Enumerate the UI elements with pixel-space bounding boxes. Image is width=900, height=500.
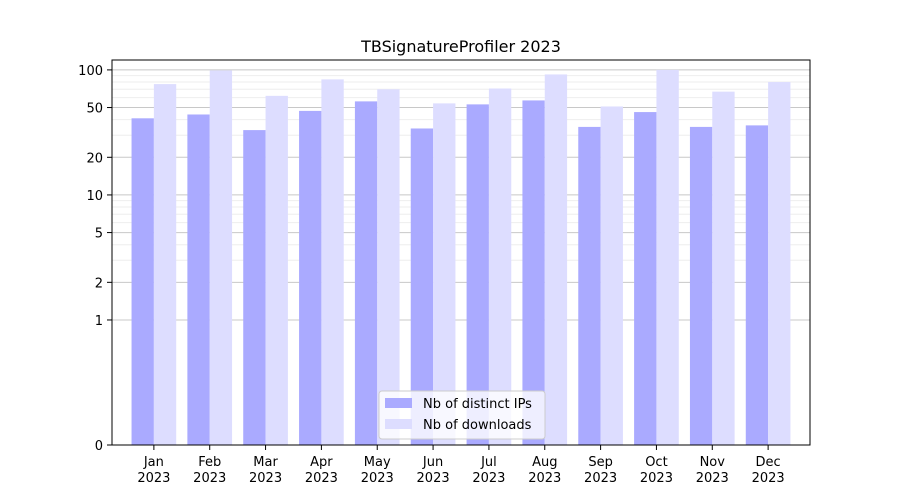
legend-label: Nb of downloads [423, 418, 532, 433]
x-tick-label-year: 2023 [472, 471, 505, 486]
x-tick-label-month: Aug [532, 455, 557, 470]
bar-downloads [433, 103, 456, 446]
bar-distinct-ips [689, 126, 713, 446]
y-tick-label: 2 [95, 276, 103, 291]
bar-downloads [377, 89, 400, 445]
x-tick-label-year: 2023 [640, 471, 673, 486]
axis-layer: Jan2023Feb2023Mar2023Apr2023May2023Jun20… [78, 59, 811, 486]
y-tick-label: 20 [86, 151, 103, 166]
legend-label: Nb of distinct IPs [423, 397, 532, 412]
y-tick-label: 5 [95, 227, 103, 242]
bar-downloads [712, 91, 735, 445]
bar-distinct-ips [578, 126, 601, 446]
x-tick-label-month: May [364, 455, 391, 470]
x-tick-label-month: Nov [700, 455, 726, 470]
x-tick-label-month: Jun [422, 455, 443, 470]
bar-distinct-ips [410, 128, 434, 445]
x-tick-label-year: 2023 [305, 471, 338, 486]
y-tick-label: 1 [95, 314, 103, 329]
legend-box [378, 390, 546, 440]
chart-title: TBSignatureProfiler 2023 [360, 37, 561, 56]
x-tick-label-month: Apr [310, 455, 333, 470]
bar-downloads [321, 79, 344, 446]
y-tick-label: 10 [86, 189, 103, 204]
bar-distinct-ips [634, 112, 657, 445]
bar-distinct-ips [299, 110, 322, 445]
bar-distinct-ips [243, 130, 266, 445]
bar-downloads [768, 82, 791, 445]
bar-distinct-ips [522, 100, 545, 445]
bar-distinct-ips [131, 118, 154, 445]
x-tick-label-year: 2023 [752, 471, 785, 486]
bar-downloads [544, 74, 568, 445]
bar-downloads [265, 95, 288, 446]
y-tick-label: 50 [86, 102, 103, 117]
y-tick-label: 100 [78, 64, 103, 79]
x-tick-label-year: 2023 [528, 471, 561, 486]
x-tick-label-month: Jul [480, 455, 497, 470]
x-tick-label-year: 2023 [361, 471, 394, 486]
bar-distinct-ips [466, 104, 489, 445]
plot-frame [111, 59, 811, 446]
x-tick-label-year: 2023 [584, 471, 617, 486]
bar-downloads [209, 70, 233, 445]
x-tick-label-month: Feb [198, 455, 221, 470]
legend-swatch [385, 398, 412, 408]
x-tick-label-month: Dec [756, 455, 781, 470]
x-tick-label-month: Jan [143, 455, 164, 470]
x-tick-label-year: 2023 [137, 471, 170, 486]
y-tick-label: 0 [95, 439, 103, 454]
legend-swatch [385, 419, 412, 429]
x-tick-label-month: Sep [588, 455, 613, 470]
bar-downloads [153, 84, 177, 446]
bar-distinct-ips [354, 101, 378, 445]
legend: Nb of distinct IPs Nb of downloads [378, 390, 546, 440]
x-tick-label-year: 2023 [417, 471, 450, 486]
bar-layer [131, 69, 791, 446]
x-tick-label-year: 2023 [696, 471, 729, 486]
bar-distinct-ips [187, 114, 210, 445]
x-tick-label-month: Mar [253, 455, 278, 470]
x-tick-label-year: 2023 [249, 471, 282, 486]
x-tick-label-year: 2023 [193, 471, 226, 486]
bar-distinct-ips [745, 125, 769, 445]
bar-downloads [488, 88, 512, 446]
x-tick-label-month: Oct [645, 455, 667, 470]
bar-downloads [656, 69, 679, 446]
bar-downloads [600, 106, 623, 445]
